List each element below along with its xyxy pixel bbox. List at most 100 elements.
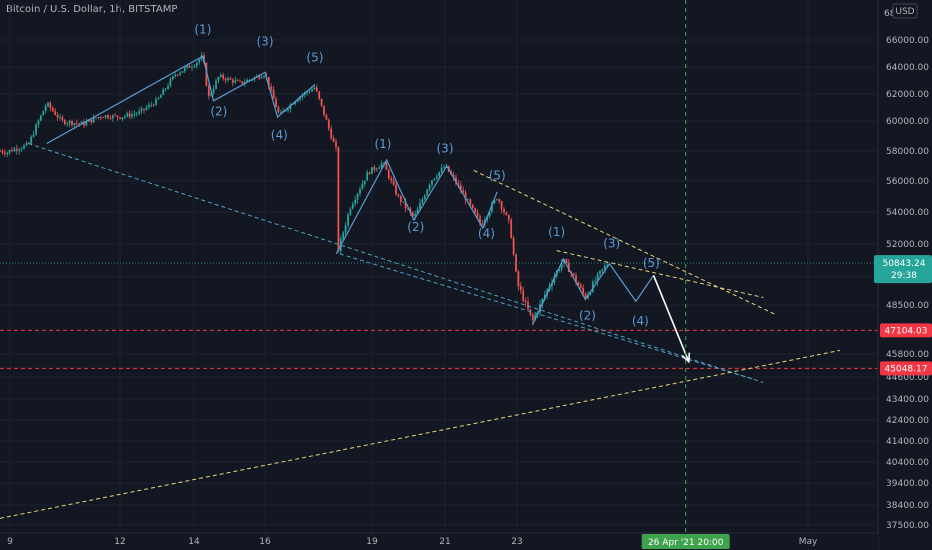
candle-body — [11, 149, 13, 152]
candle-body — [260, 77, 263, 79]
candle-body — [311, 89, 313, 92]
candle-body — [318, 91, 321, 99]
wave-label: (1) — [194, 22, 211, 36]
candle-body — [467, 199, 469, 201]
candle-body — [227, 78, 229, 81]
wave-path — [335, 158, 498, 255]
candle-body — [337, 147, 340, 252]
candle-body — [215, 80, 217, 89]
candle-body — [229, 78, 232, 80]
wave-label: (3) — [257, 34, 274, 48]
candle-body — [414, 214, 417, 217]
candle-body — [37, 120, 40, 125]
candle-body — [126, 113, 129, 117]
candle-body — [78, 123, 81, 125]
candle-body — [140, 108, 143, 112]
candle-body — [315, 87, 318, 92]
candle-body — [476, 212, 479, 217]
candle-body — [39, 115, 42, 121]
candle-body — [455, 177, 457, 184]
candle-body — [500, 201, 503, 209]
candle-body — [519, 286, 522, 291]
candle-body — [275, 98, 277, 107]
candle-body — [335, 141, 337, 148]
candle-body — [368, 172, 371, 174]
candle-body — [267, 77, 270, 87]
wave-label: (3) — [437, 142, 454, 156]
wave-label: (1) — [374, 137, 391, 151]
wave-labels: (1) (2) (3) (4) (5) (1) (2) (3) (4) (5) (1) (2) (3) (… — [194, 22, 659, 328]
candle-body — [13, 148, 16, 152]
candle-body — [90, 119, 93, 123]
candle-body — [61, 117, 64, 120]
price-tick-label: 42400.00 — [886, 416, 929, 426]
candle-body — [323, 105, 325, 115]
price-tick-label: 44600.00 — [886, 373, 929, 383]
current-price-value: 50843.24 — [883, 259, 926, 269]
candle-body — [474, 208, 477, 213]
time-tick-label: 23 — [511, 537, 522, 547]
candle-body — [409, 208, 412, 213]
candle-body — [587, 294, 589, 299]
candle-body — [399, 196, 402, 203]
candle-body — [49, 102, 52, 108]
candle-body — [114, 115, 117, 117]
wave-label: (5) — [489, 169, 506, 183]
candle-body — [279, 111, 282, 113]
candle-body — [111, 115, 114, 119]
wave-label: (2) — [407, 220, 424, 234]
candle-body — [167, 85, 169, 89]
candle-body — [236, 80, 239, 82]
candle-body — [128, 113, 131, 117]
candle-body — [107, 115, 109, 118]
candle-body — [575, 275, 577, 283]
price-tick-label: 39400.00 — [886, 479, 929, 489]
candle-body — [210, 93, 213, 96]
candle-body — [277, 106, 280, 113]
trendline — [473, 170, 775, 315]
candle-body — [313, 87, 316, 90]
candle-body — [205, 62, 208, 86]
price-tick-label: 66000.00 — [886, 36, 929, 46]
candle-body — [459, 184, 462, 191]
candle-body — [186, 65, 189, 68]
candle-body — [71, 120, 73, 126]
candle-body — [143, 108, 145, 110]
candle-body — [380, 163, 383, 168]
candle-body — [20, 148, 23, 150]
candle-body — [59, 117, 61, 118]
candle-body — [366, 172, 369, 181]
candle-body — [104, 115, 107, 118]
candle-body — [443, 167, 445, 168]
candle-body — [347, 214, 349, 226]
wave-label: (4) — [632, 314, 649, 328]
arrow-head — [681, 352, 691, 364]
candle-body — [296, 99, 299, 102]
candle-body — [44, 106, 47, 112]
candle-body — [287, 109, 289, 111]
trendline — [0, 349, 841, 519]
candle-body — [385, 163, 388, 170]
candle-body — [327, 119, 330, 129]
candle-body — [373, 167, 376, 170]
price-tick-label: 45800.00 — [886, 350, 929, 360]
price-tick-label: 41400.00 — [886, 437, 929, 447]
candle-body — [294, 101, 297, 105]
candle-body — [440, 167, 443, 172]
drawings — [0, 0, 878, 533]
candle-body — [567, 262, 570, 273]
candle-body — [181, 71, 184, 73]
candle-body — [51, 107, 54, 112]
wave-label: (4) — [271, 128, 288, 142]
candle-body — [270, 86, 273, 90]
candle-body — [66, 123, 69, 125]
candle-body — [332, 138, 335, 142]
candle-body — [145, 107, 148, 110]
candle-body — [147, 104, 150, 108]
candle-body — [68, 120, 71, 124]
candle-body — [488, 211, 491, 217]
candle-body — [320, 98, 323, 106]
candle-body — [152, 104, 155, 106]
